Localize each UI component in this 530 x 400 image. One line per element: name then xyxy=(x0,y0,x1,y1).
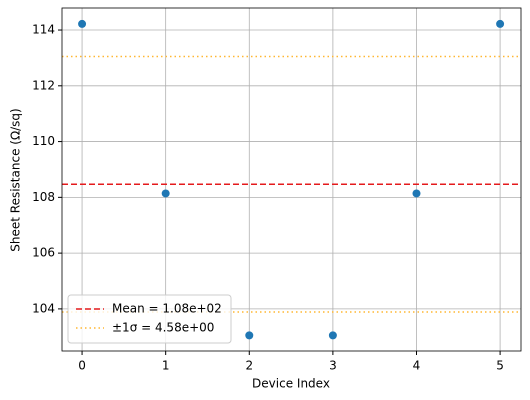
legend-box xyxy=(67,294,232,344)
point xyxy=(496,19,505,28)
x-tick-label: 5 xyxy=(496,359,504,373)
y-tick-label: 108 xyxy=(32,190,55,204)
legend: Mean = 1.08e+02 ±1σ = 4.58e+00 xyxy=(67,294,232,344)
legend-label: Mean = 1.08e+02 xyxy=(112,302,222,316)
y-tick-label: 106 xyxy=(32,246,55,260)
y-tick-label: 110 xyxy=(32,134,55,148)
x-tick-label: 4 xyxy=(413,359,421,373)
x-axis-label: Device Index xyxy=(252,377,330,391)
point xyxy=(328,331,337,340)
point xyxy=(412,189,421,198)
point xyxy=(161,189,170,198)
point xyxy=(78,19,87,28)
y-tick-label: 112 xyxy=(32,78,55,92)
x-tick-label: 1 xyxy=(162,359,170,373)
plot-frame xyxy=(61,7,522,352)
y-tick-label: 104 xyxy=(32,301,55,315)
point xyxy=(245,331,254,340)
x-tick-label: 0 xyxy=(78,359,86,373)
x-tick-label: 3 xyxy=(329,359,337,373)
legend-label: ±1σ = 4.58e+00 xyxy=(112,321,214,335)
y-tick-label: 114 xyxy=(32,23,55,37)
x-tick-label: 2 xyxy=(245,359,253,373)
y-axis-label: Sheet Resistance (Ω/sq) xyxy=(9,108,23,251)
